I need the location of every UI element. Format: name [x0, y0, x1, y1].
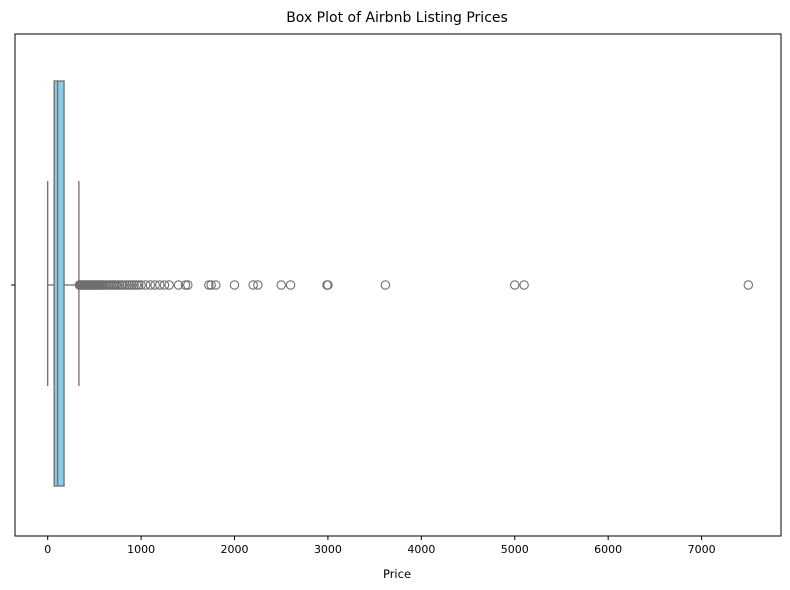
outlier-point [145, 280, 156, 290]
outlier-point [183, 280, 193, 290]
outlier-point [380, 280, 391, 290]
outlier-point [124, 280, 135, 290]
outlier-point [211, 280, 221, 290]
x-axis-label: Price [383, 567, 411, 581]
outlier-point [141, 280, 151, 290]
outlier-point [206, 280, 216, 290]
outlier-point [120, 280, 130, 290]
x-tick-label: 3000 [314, 543, 342, 556]
outlier-point [253, 280, 263, 290]
x-tick-label: 7000 [688, 543, 716, 556]
outlier-point [173, 280, 184, 290]
outlier-point [136, 280, 146, 290]
x-tick-label: 6000 [594, 543, 622, 556]
outlier-point [276, 280, 286, 290]
outlier-point [122, 280, 132, 290]
outlier-point [127, 280, 137, 290]
outlier-point [248, 280, 258, 290]
outlier-point [285, 280, 296, 290]
chart-title: Box Plot of Airbnb Listing Prices [286, 10, 508, 26]
outlier-point [204, 280, 214, 290]
outlier-point [117, 280, 128, 290]
box-layer [47, 80, 80, 487]
outlier-point [164, 280, 174, 290]
outlier-layer [74, 280, 754, 290]
outlier-point [510, 280, 520, 290]
outlier-point [323, 280, 333, 290]
x-tick-label: 4000 [407, 543, 435, 556]
outlier-point [519, 280, 529, 290]
outlier-point [155, 280, 165, 290]
x-tick-label: 1000 [127, 543, 155, 556]
x-tick-label: 0 [44, 543, 51, 556]
outlier-point [159, 280, 170, 290]
outlier-point [134, 280, 144, 290]
x-axis-ticks: 0 1000 2000 3000 4000 5000 6000 7000 [44, 536, 716, 556]
interquartile-box [53, 80, 65, 487]
outlier-point [129, 280, 139, 290]
outlier-point [743, 280, 754, 290]
outlier-point [180, 280, 191, 290]
outlier-point [229, 280, 240, 290]
outlier-point [131, 280, 142, 290]
x-tick-label: 2000 [221, 543, 249, 556]
x-tick-label: 5000 [501, 543, 529, 556]
outlier-point [150, 280, 160, 290]
